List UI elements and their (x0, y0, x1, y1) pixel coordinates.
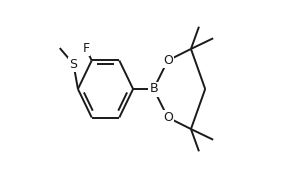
Text: S: S (70, 57, 78, 71)
Text: O: O (163, 54, 173, 67)
Text: O: O (163, 111, 173, 124)
Text: B: B (149, 82, 158, 96)
Text: F: F (82, 42, 89, 55)
